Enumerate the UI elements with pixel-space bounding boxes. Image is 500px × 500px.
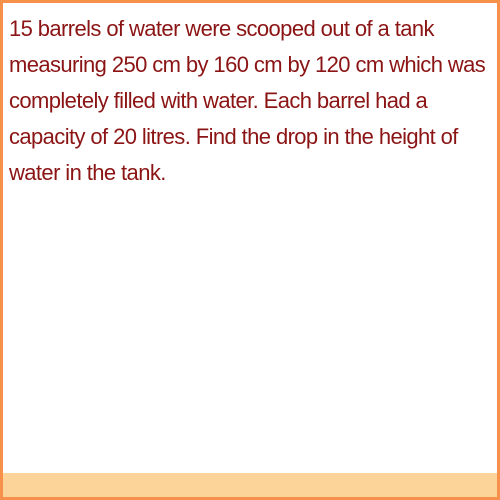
question-text: 15 barrels of water were scooped out of … <box>9 16 486 185</box>
footer-band <box>3 473 497 497</box>
question-card: 15 barrels of water were scooped out of … <box>3 3 497 497</box>
